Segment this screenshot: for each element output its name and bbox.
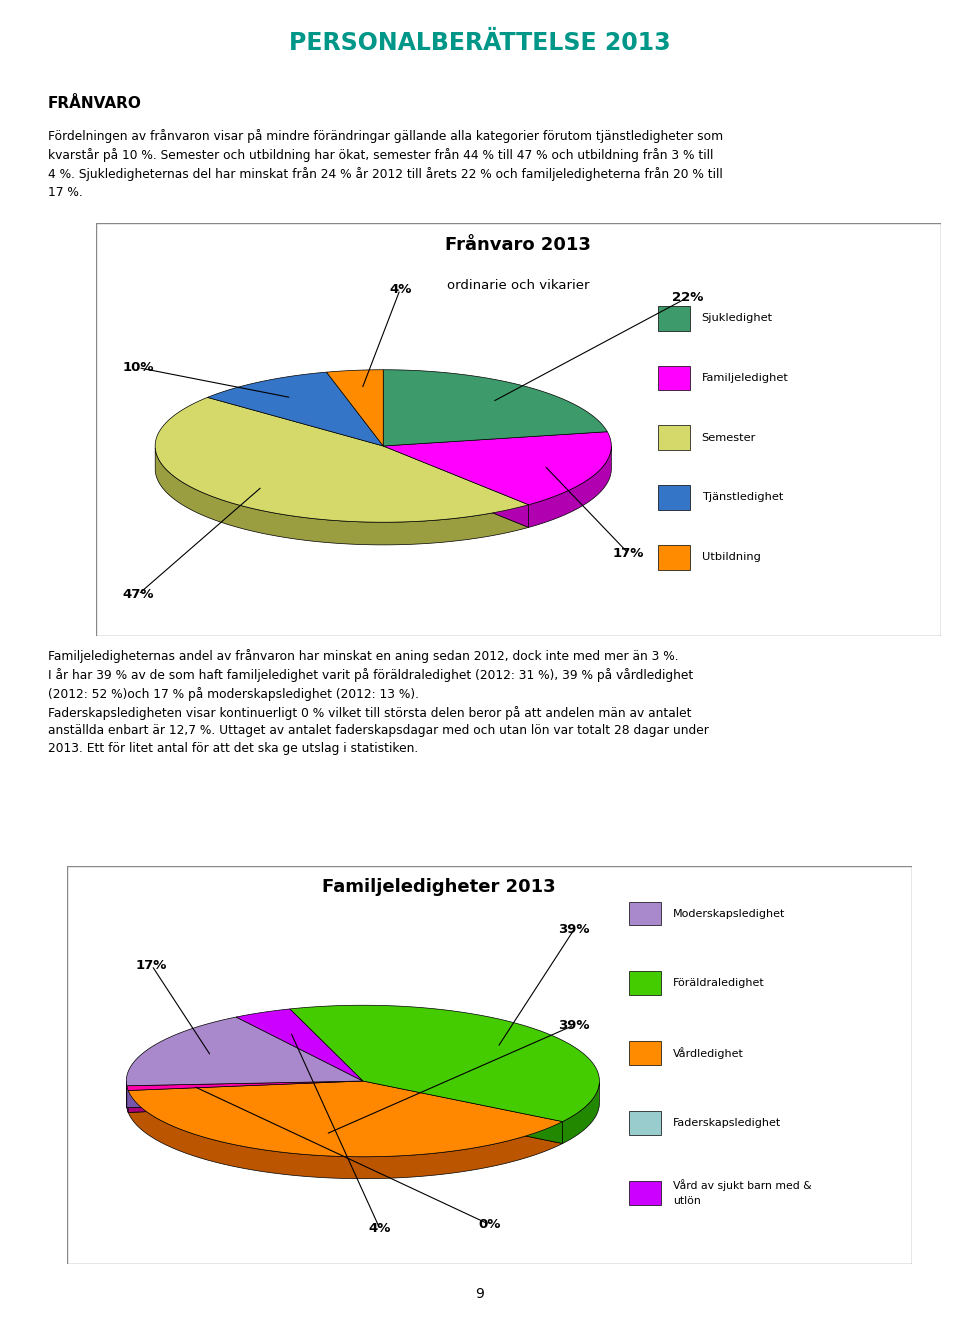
Polygon shape [129, 1081, 363, 1112]
Text: Föräldraledighet: Föräldraledighet [673, 978, 765, 989]
Polygon shape [563, 1082, 599, 1144]
Polygon shape [383, 446, 529, 527]
Bar [658, 365, 690, 391]
Text: Sjukledighet: Sjukledighet [702, 313, 773, 324]
Polygon shape [129, 1081, 363, 1112]
Text: Vård av sjukt barn med &: Vård av sjukt barn med & [673, 1179, 811, 1191]
Text: 10%: 10% [123, 361, 154, 375]
Text: 17%: 17% [612, 547, 644, 559]
Text: Familjeledigheter 2013: Familjeledigheter 2013 [323, 878, 556, 895]
Text: utlön: utlön [673, 1196, 701, 1206]
Text: 0%: 0% [478, 1218, 501, 1231]
Text: 47%: 47% [123, 587, 154, 601]
Text: 39%: 39% [559, 923, 589, 937]
Polygon shape [529, 447, 612, 527]
Bar [629, 971, 661, 995]
Bar [629, 1041, 661, 1065]
Text: Fördelningen av frånvaron visar på mindre förändringar gällande alla kategorier : Fördelningen av frånvaron visar på mindr… [48, 130, 723, 198]
Polygon shape [383, 446, 529, 527]
Text: FRÅNVARO: FRÅNVARO [48, 96, 142, 111]
Bar [629, 1180, 661, 1204]
Text: Familjeledighet: Familjeledighet [702, 373, 788, 383]
Polygon shape [363, 1081, 563, 1144]
Text: 4%: 4% [369, 1222, 391, 1235]
Text: 39%: 39% [559, 1018, 589, 1032]
Bar [658, 545, 690, 570]
Polygon shape [129, 1081, 563, 1157]
Polygon shape [383, 369, 608, 446]
Polygon shape [127, 1081, 363, 1108]
Polygon shape [207, 372, 383, 446]
Polygon shape [156, 397, 529, 522]
Bar [629, 1111, 661, 1135]
Text: ordinarie och vikarier: ordinarie och vikarier [447, 280, 589, 292]
Text: Faderskapsledighet: Faderskapsledighet [673, 1117, 781, 1128]
Text: Familjeledigheternas andel av frånvaron har minskat en aning sedan 2012, dock in: Familjeledigheternas andel av frånvaron … [48, 649, 708, 755]
Text: 22%: 22% [672, 292, 703, 304]
Text: PERSONALBERÄTTELSE 2013: PERSONALBERÄTTELSE 2013 [289, 31, 671, 55]
Bar [658, 486, 690, 510]
Text: Tjänstledighet: Tjänstledighet [702, 492, 783, 503]
Polygon shape [129, 1090, 563, 1179]
Polygon shape [127, 1081, 363, 1108]
Polygon shape [383, 432, 612, 504]
Polygon shape [156, 448, 529, 545]
Bar [629, 902, 661, 926]
Polygon shape [127, 1017, 363, 1085]
Text: Vårdledighet: Vårdledighet [673, 1048, 744, 1060]
Text: 9: 9 [475, 1287, 485, 1301]
Text: Semester: Semester [702, 432, 756, 443]
Text: Moderskapsledighet: Moderskapsledighet [673, 909, 785, 918]
Text: 4%: 4% [389, 282, 411, 296]
Text: Frånvaro 2013: Frånvaro 2013 [445, 235, 591, 254]
Polygon shape [127, 1081, 363, 1090]
Polygon shape [236, 1009, 363, 1081]
Bar [658, 425, 690, 450]
Text: Utbildning: Utbildning [702, 553, 760, 562]
Text: 17%: 17% [136, 959, 167, 971]
Polygon shape [363, 1081, 563, 1144]
Bar [658, 306, 690, 330]
Polygon shape [326, 369, 383, 446]
Polygon shape [290, 1005, 599, 1121]
Polygon shape [127, 1085, 129, 1112]
